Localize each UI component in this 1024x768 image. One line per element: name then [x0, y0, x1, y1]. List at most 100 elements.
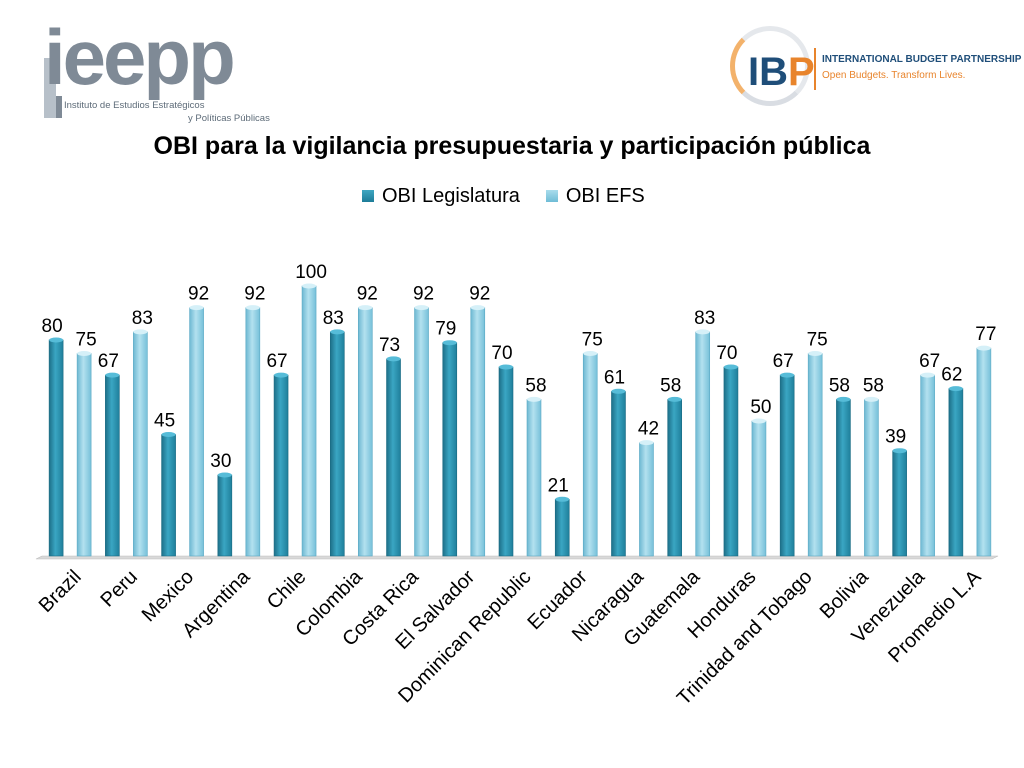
bar-legislatura-12 — [723, 366, 739, 557]
bar-legislatura-10 — [611, 390, 626, 557]
bar-cap-legislatura-13 — [780, 372, 795, 378]
bar-efs-14 — [864, 399, 879, 557]
ibp-logo-line2: Open Budgets. Transform Lives. — [822, 70, 966, 81]
data-label-legislatura-8: 70 — [491, 343, 512, 364]
data-label-legislatura-14: 58 — [829, 375, 850, 396]
data-label-efs-9: 75 — [582, 330, 603, 351]
bar-efs-1 — [133, 331, 148, 557]
data-label-legislatura-4: 67 — [266, 351, 287, 372]
bar-legislatura-0 — [48, 339, 64, 557]
ieepp-logo-line2: y Políticas Públicas — [188, 113, 270, 124]
bar-cap-legislatura-9 — [555, 496, 570, 502]
data-label-legislatura-16: 62 — [941, 365, 962, 386]
data-label-efs-5: 92 — [357, 284, 378, 305]
bar-cap-efs-13 — [808, 351, 823, 356]
data-label-legislatura-0: 80 — [42, 316, 63, 337]
legend-label-efs: OBI EFS — [565, 184, 645, 207]
data-label-efs-4: 100 — [295, 262, 327, 283]
bar-legislatura-13 — [779, 374, 795, 557]
ieepp-logo-mark-small — [56, 96, 62, 118]
bar-cap-legislatura-16 — [948, 386, 963, 392]
bar-cap-legislatura-4 — [274, 372, 289, 378]
legend-label-legislatura: OBI Legislatura — [382, 184, 520, 207]
bar-cap-legislatura-11 — [667, 396, 682, 402]
data-label-efs-2: 92 — [188, 284, 209, 305]
bar-legislatura-15 — [892, 450, 907, 557]
bar-efs-11 — [695, 331, 711, 557]
bar-cap-legislatura-12 — [723, 364, 738, 370]
legend-swatch-efs — [545, 190, 558, 202]
bar-cap-efs-4 — [302, 283, 317, 289]
chart-title: OBI para la vigilancia presupuestaria y … — [153, 132, 871, 160]
ibp-logo-divider — [814, 48, 816, 90]
bar-efs-12 — [751, 420, 767, 557]
data-label-legislatura-10: 61 — [604, 367, 625, 388]
bar-cap-efs-15 — [920, 372, 935, 378]
x-tick-label-4: Chile — [263, 566, 311, 614]
bar-cap-efs-1 — [133, 329, 148, 335]
legend-item-efs: OBI EFS — [545, 184, 645, 208]
plot-area: 8075Brazil6783Peru4592Mexico3092Argentin… — [35, 262, 999, 710]
data-label-efs-3: 92 — [244, 284, 265, 305]
bar-cap-legislatura-0 — [49, 337, 64, 343]
data-label-legislatura-6: 73 — [379, 335, 400, 356]
bar-cap-legislatura-8 — [499, 364, 513, 370]
bar-cap-legislatura-7 — [442, 340, 457, 346]
data-label-efs-16: 77 — [975, 324, 996, 345]
data-label-efs-0: 75 — [76, 330, 97, 351]
bar-efs-0 — [76, 353, 92, 557]
data-label-efs-1: 83 — [132, 308, 153, 329]
data-label-efs-7: 92 — [469, 284, 490, 305]
bar-legislatura-11 — [667, 399, 683, 557]
data-label-legislatura-1: 67 — [98, 351, 119, 372]
bar-cap-legislatura-3 — [217, 472, 232, 478]
bar-cap-efs-14 — [864, 396, 879, 402]
bar-cap-legislatura-15 — [892, 448, 907, 454]
data-label-legislatura-11: 58 — [660, 375, 681, 396]
bar-cap-efs-12 — [751, 418, 766, 424]
bar-legislatura-4 — [273, 374, 289, 557]
bar-cap-efs-11 — [695, 329, 710, 335]
bar-cap-efs-10 — [639, 440, 654, 446]
data-label-legislatura-3: 30 — [210, 451, 231, 472]
bar-cap-efs-3 — [245, 305, 260, 311]
data-label-efs-10: 42 — [638, 419, 659, 440]
ieepp-logo-line1: Instituto de Estudios Estratégicos — [64, 100, 205, 111]
data-label-legislatura-7: 79 — [435, 319, 456, 340]
bar-legislatura-14 — [836, 399, 851, 557]
ibp-logo-ring — [730, 26, 810, 106]
bar-cap-efs-6 — [414, 305, 429, 311]
data-label-efs-14: 58 — [863, 375, 884, 396]
bar-efs-8 — [526, 399, 542, 557]
axis-baseline — [35, 555, 999, 560]
bar-cap-efs-7 — [470, 305, 485, 311]
bar-efs-10 — [639, 442, 654, 557]
data-label-legislatura-9: 21 — [548, 475, 569, 496]
bar-efs-4 — [301, 285, 317, 557]
data-label-legislatura-13: 67 — [773, 351, 794, 372]
x-tick-label-0: Brazil — [35, 566, 86, 617]
ibp-letter-i: I — [748, 50, 760, 94]
data-label-efs-8: 58 — [525, 375, 546, 396]
bar-cap-efs-2 — [189, 305, 204, 311]
bar-cap-efs-9 — [583, 351, 598, 356]
bar-efs-7 — [470, 307, 486, 557]
ieepp-logo-mark — [44, 58, 56, 118]
bar-legislatura-7 — [442, 342, 458, 557]
data-label-legislatura-2: 45 — [154, 411, 175, 432]
bar-legislatura-2 — [161, 434, 176, 557]
bar-efs-9 — [582, 353, 598, 557]
ibp-logo-line1: INTERNATIONAL BUDGET PARTNERSHIP — [822, 54, 1022, 65]
bar-cap-efs-0 — [77, 351, 92, 356]
bar-efs-16 — [976, 347, 992, 557]
bar-cap-legislatura-10 — [611, 388, 626, 394]
bar-legislatura-9 — [554, 498, 570, 557]
bar-legislatura-5 — [329, 331, 345, 557]
chart-legend: OBI Legislatura OBI EFS — [362, 183, 671, 209]
bar-legislatura-8 — [498, 366, 514, 557]
ibp-letter-b: B — [759, 50, 789, 94]
x-tick-label-1: Peru — [96, 566, 141, 611]
bar-legislatura-3 — [217, 474, 233, 557]
ibp-letter-p: P — [788, 50, 815, 94]
